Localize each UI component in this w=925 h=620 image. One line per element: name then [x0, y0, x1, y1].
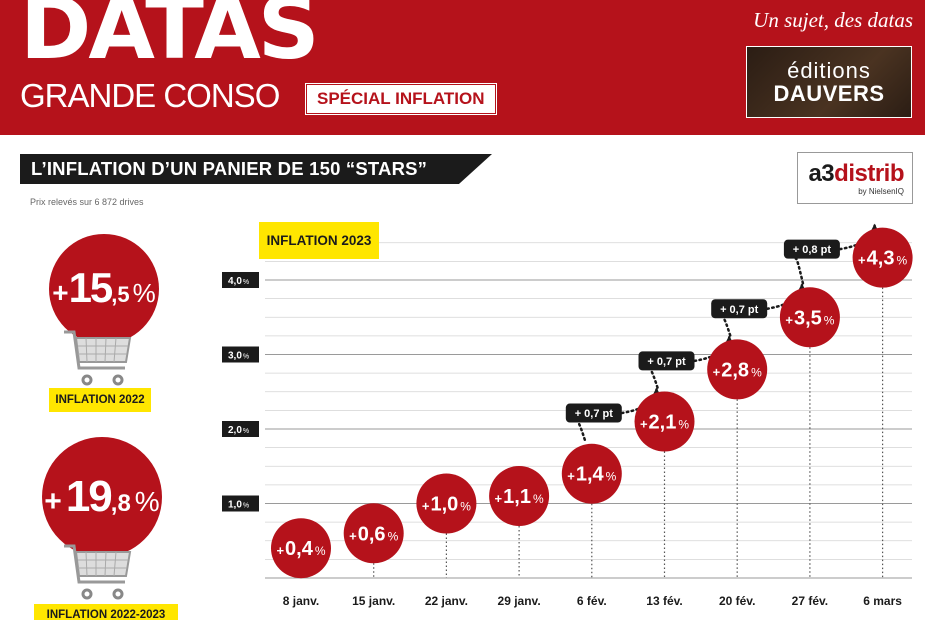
x-tick-label: 27 fév. — [792, 594, 828, 608]
data-point-circle — [271, 518, 331, 579]
y-tick-label: 2,0% — [222, 421, 259, 437]
x-tick-label: 8 janv. — [283, 594, 319, 608]
special-inflation-badge: SPÉCIAL INFLATION — [305, 83, 497, 115]
data-point: +1,1% — [489, 466, 550, 527]
section-subtitle: Prix relevés sur 6 872 drives — [30, 197, 144, 207]
x-tick-label: 6 mars — [863, 594, 902, 608]
jump-label: + 0,7 pt — [720, 304, 759, 316]
editions-dauvers-logo[interactable]: éditions DAUVERS — [746, 46, 912, 118]
yearly-dec: ,5 — [111, 282, 130, 307]
dotted-arrow — [721, 316, 732, 337]
data-point: +0,4% — [271, 518, 331, 579]
data-label: +0,4% — [276, 538, 325, 560]
jump-badge — [783, 239, 840, 259]
svg-text:1,0%: 1,0% — [228, 500, 249, 511]
logo-grande-conso: GRANDE CONSO — [20, 77, 280, 114]
yearly-int: 15 — [68, 264, 114, 311]
section-title: L’INFLATION D’UN PANIER DE 150 “STARS” — [31, 158, 428, 179]
a3distrib-logo[interactable]: a3distrib by NielsenIQ — [797, 152, 913, 204]
jump-label: + 0,7 pt — [647, 356, 686, 368]
x-tick-label: 29 janv. — [498, 594, 541, 608]
data-point: +2,8% — [707, 339, 768, 400]
data-point-circle — [779, 287, 840, 348]
svg-text:4,0%: 4,0% — [228, 276, 249, 287]
data-label: +1,1% — [495, 486, 544, 508]
x-tick-label: 15 janv. — [352, 594, 395, 608]
dotted-arrow — [649, 369, 659, 389]
shopping-cart-icon — [64, 544, 132, 600]
inflation-2022-2023-label: INFLATION 2022-2023 — [34, 604, 178, 620]
data-point-circle — [561, 443, 622, 504]
x-tick-label: 22 janv. — [425, 594, 468, 608]
yearly-dec: ,8 — [110, 490, 131, 517]
yearly-prefix: + — [52, 277, 69, 308]
svg-text:2,0%: 2,0% — [228, 425, 249, 436]
data-point-circle — [707, 339, 768, 400]
shopping-cart-icon — [64, 330, 132, 386]
header-banner: DATAS GRANDE CONSO SPÉCIAL INFLATION Un … — [0, 0, 925, 135]
jump-label: + 0,7 pt — [575, 408, 614, 420]
data-point: +3,5% — [779, 287, 840, 348]
y-tick-label: 4,0% — [222, 272, 259, 288]
yearly-prefix: + — [44, 485, 62, 518]
jump-badge — [565, 403, 622, 423]
data-point: +1,0% — [416, 473, 477, 534]
data-label: +1,0% — [422, 494, 471, 516]
dauvers-label: DAUVERS — [773, 81, 885, 106]
chart-title: INFLATION 2023 — [259, 222, 379, 259]
data-point: +0,6% — [343, 503, 404, 564]
yearly-int: 19 — [65, 472, 113, 521]
x-tick-label: 20 fév. — [719, 594, 755, 608]
data-point-circle — [634, 391, 695, 452]
distrib-text: distrib — [834, 160, 904, 187]
data-point-circle — [852, 227, 913, 288]
data-label: +2,8% — [713, 359, 762, 381]
yearly-unit: % — [132, 278, 156, 308]
yearly-unit: % — [134, 486, 160, 517]
a3-text: a3 — [808, 160, 835, 187]
data-point-circle — [343, 503, 404, 564]
data-label: +2,1% — [640, 412, 689, 434]
dotted-arrow — [576, 421, 587, 441]
inflation-2022-2023-circle: +19,8% — [42, 437, 162, 557]
inflation-2022-circle: +15,5% — [49, 234, 159, 344]
logo-datas: DATAS — [20, 0, 320, 79]
a3distrib-wordmark: a3distrib — [798, 161, 904, 187]
chart-title-text: INFLATION 2023 — [267, 233, 372, 248]
section-title-bar — [20, 154, 492, 184]
editions-label: éditions — [787, 58, 871, 83]
x-tick-label: 13 fév. — [646, 594, 682, 608]
svg-text:3,0%: 3,0% — [228, 351, 249, 362]
jump-annotation: + 0,7 pt — [711, 283, 806, 337]
jump-badge — [638, 351, 695, 371]
dotted-arrow — [794, 257, 805, 285]
data-point: +1,4% — [561, 443, 622, 504]
jump-annotation: + 0,7 pt — [565, 387, 661, 441]
tagline: Un sujet, des datas — [753, 8, 913, 32]
jump-annotation: + 0,7 pt — [638, 335, 734, 389]
jump-label: + 0,8 pt — [793, 244, 832, 256]
y-tick-label: 3,0% — [222, 346, 259, 363]
data-point-circle — [489, 466, 550, 527]
nielseniq-label: by NielsenIQ — [858, 187, 904, 196]
y-tick-label: 1,0% — [222, 495, 259, 512]
data-label: +0,6% — [349, 523, 398, 545]
data-point-circle — [416, 473, 477, 534]
data-point: +4,3% — [852, 227, 913, 288]
data-label: +3,5% — [785, 307, 834, 329]
inflation-2022-label: INFLATION 2022 — [49, 388, 151, 412]
x-tick-label: 6 fév. — [577, 594, 607, 608]
data-label: +4,3% — [858, 248, 907, 270]
data-label: +1,4% — [567, 464, 616, 486]
jump-badge — [711, 299, 768, 319]
data-point: +2,1% — [634, 391, 695, 452]
